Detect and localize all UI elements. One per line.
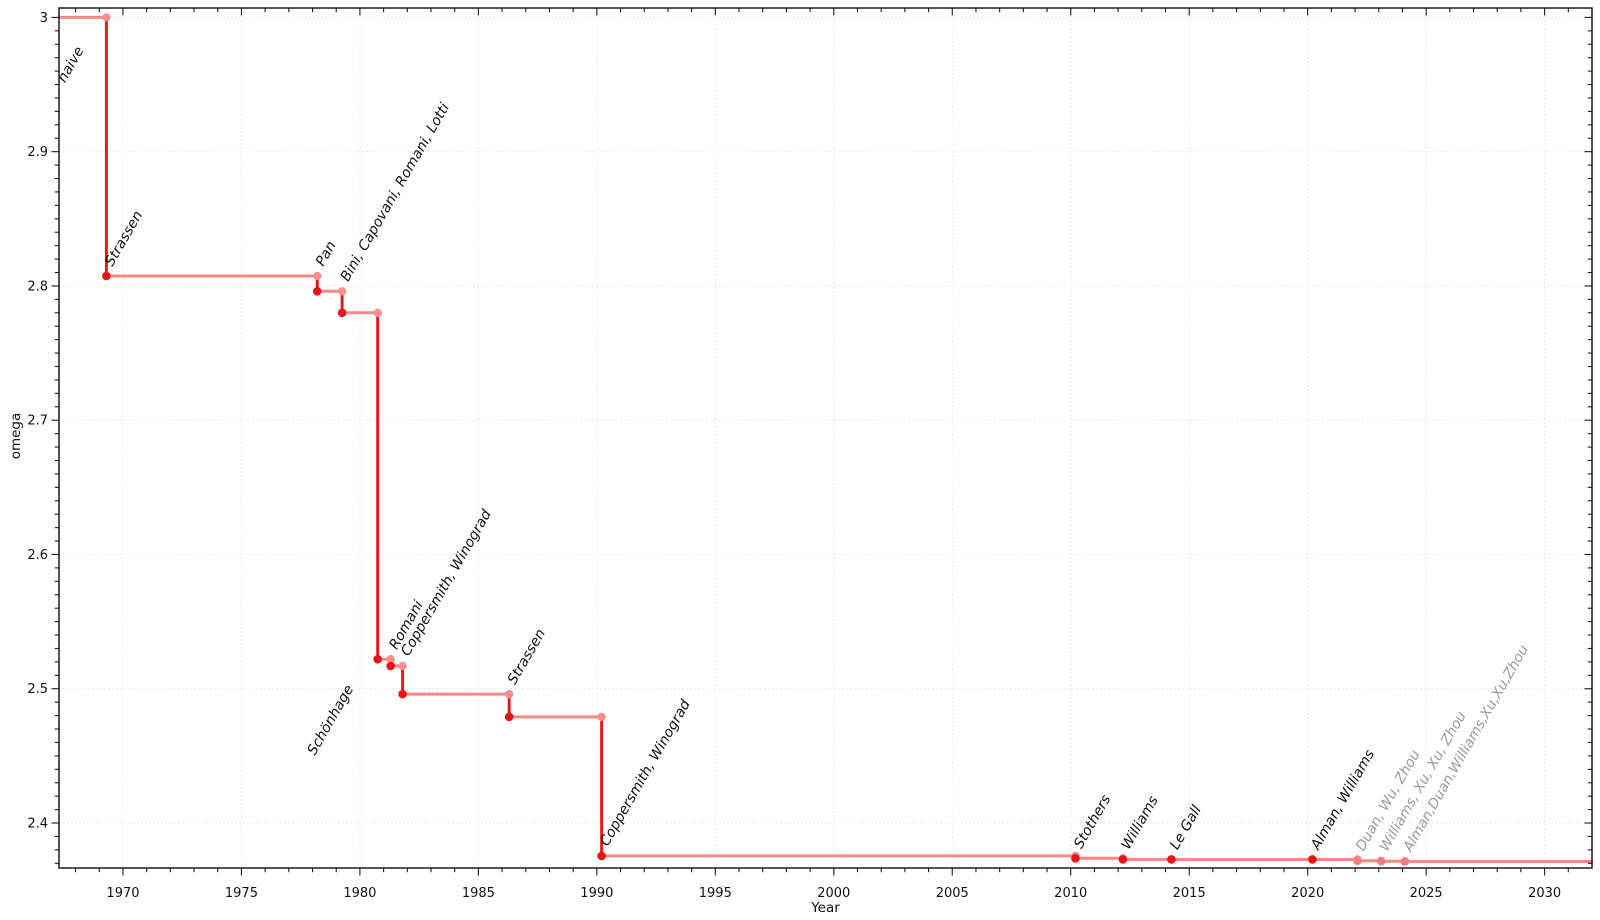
step-corner-dot bbox=[337, 287, 347, 296]
data-point-dot bbox=[504, 712, 514, 722]
x-tick-label: 1990 bbox=[580, 886, 613, 901]
x-tick-label: 1985 bbox=[462, 886, 495, 901]
step-corner-dot bbox=[398, 661, 407, 671]
x-tick-label: 2030 bbox=[1528, 886, 1561, 901]
event-label: Coppersmith, Winograd bbox=[398, 507, 495, 659]
data-point-dot bbox=[1308, 855, 1317, 864]
data-point-dot bbox=[1400, 857, 1410, 866]
step-corner-dot bbox=[386, 655, 395, 664]
event-label: Coppersmith, Winograd bbox=[597, 697, 694, 849]
y-tick-label: 2.6 bbox=[27, 548, 48, 563]
data-point-dot bbox=[1071, 854, 1080, 863]
plot-border bbox=[58, 7, 1593, 869]
x-tick-label: 1995 bbox=[699, 886, 732, 901]
step-corner-dot bbox=[597, 712, 606, 722]
data-point-dot bbox=[1167, 855, 1176, 864]
data-point-dot bbox=[597, 851, 606, 861]
x-tick-label: 2020 bbox=[1291, 886, 1324, 901]
x-tick-label: 2000 bbox=[817, 886, 850, 901]
data-point-dot bbox=[1118, 855, 1128, 864]
y-tick-label: 2.9 bbox=[27, 145, 48, 160]
y-tick-label: 2.5 bbox=[27, 682, 48, 697]
event-label: Williams bbox=[1118, 793, 1161, 852]
x-tick-label: 1980 bbox=[343, 886, 376, 901]
data-point-dot bbox=[312, 287, 322, 296]
y-tick-label: 2.7 bbox=[27, 414, 48, 429]
data-point-dot bbox=[386, 661, 396, 671]
step-corner-dot bbox=[102, 13, 111, 22]
x-tick-label: 2025 bbox=[1410, 886, 1443, 901]
data-point-dot bbox=[398, 689, 407, 699]
event-label: Strassen bbox=[505, 626, 549, 687]
data-point-dot bbox=[1353, 856, 1362, 866]
event-label: Schönhage bbox=[305, 682, 358, 757]
event-label: Strassen bbox=[102, 208, 146, 269]
x-tick-label: 2005 bbox=[936, 886, 969, 901]
event-label: Stothers bbox=[1071, 792, 1114, 851]
x-tick-label: 1970 bbox=[106, 886, 139, 901]
x-tick-label: 1975 bbox=[225, 886, 258, 901]
event-label: Bini, Capovani, Romani, Lotti bbox=[338, 101, 453, 285]
step-line bbox=[57, 15, 1594, 863]
data-point-dot bbox=[1376, 856, 1386, 866]
step-corner-dot bbox=[313, 271, 322, 281]
event-label: Pan bbox=[313, 239, 340, 269]
y-tick-label: 2.8 bbox=[27, 279, 48, 294]
x-tick-label: 2015 bbox=[1173, 886, 1206, 901]
event-label: Le Gall bbox=[1167, 803, 1205, 853]
step-corner-dot bbox=[504, 689, 514, 699]
x-tick-label: 2010 bbox=[1054, 886, 1087, 901]
y-tick-label: 2.4 bbox=[27, 817, 48, 832]
step-corner-dot bbox=[373, 308, 382, 317]
data-point-dot bbox=[373, 654, 382, 664]
data-point-dot bbox=[337, 308, 347, 318]
data-point-dot bbox=[102, 271, 111, 281]
y-tick-label: 3 bbox=[40, 11, 48, 26]
